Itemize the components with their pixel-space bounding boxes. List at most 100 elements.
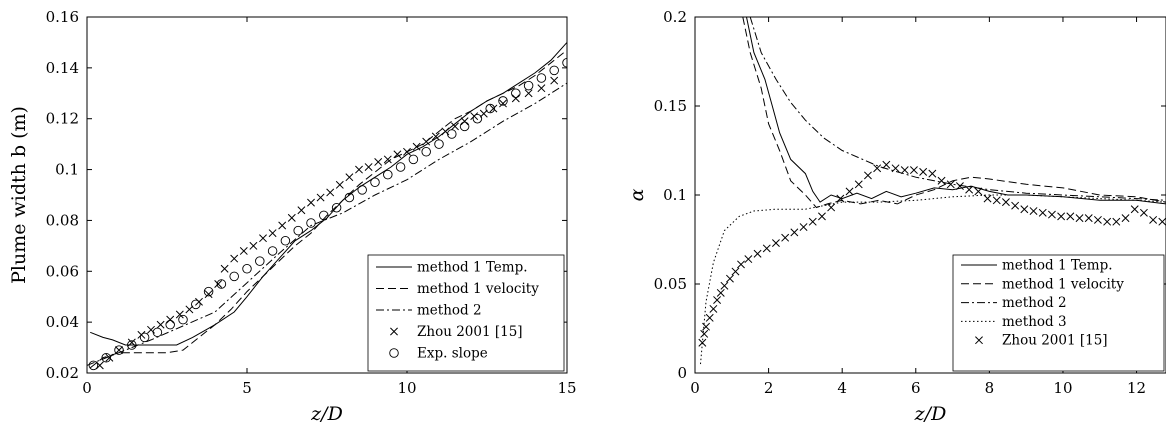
data-point-x	[929, 170, 936, 177]
data-point-circle	[409, 155, 418, 164]
data-point-x	[205, 291, 212, 298]
data-point-x	[1150, 216, 1157, 223]
data-point-x	[336, 181, 343, 188]
data-point-x	[346, 174, 353, 181]
data-point-x	[732, 268, 739, 275]
x-axis-label: z/D	[914, 403, 947, 425]
data-point-x	[713, 296, 720, 303]
data-point-x	[864, 172, 871, 179]
data-point-x	[231, 255, 238, 262]
data-point-circle	[294, 226, 303, 235]
data-point-x	[754, 250, 761, 257]
data-point-x	[279, 222, 286, 229]
data-point-circle	[230, 272, 239, 281]
y-tick-label: 0	[677, 364, 687, 382]
data-point-x	[1122, 215, 1129, 222]
data-point-x	[307, 199, 314, 206]
data-point-x	[551, 77, 558, 84]
data-point-x	[1076, 215, 1083, 222]
data-point-x	[317, 194, 324, 201]
series-method-1-temp-line	[747, 17, 1166, 204]
legend-label: Exp. slope	[417, 346, 488, 362]
series-method-2-line	[750, 17, 1166, 200]
data-point-circle	[371, 178, 380, 187]
x-tick-label: 6	[911, 379, 921, 397]
y-tick-label: 0.06	[46, 262, 79, 280]
data-point-x	[221, 265, 228, 272]
data-point-circle	[512, 89, 521, 98]
data-point-x	[809, 218, 816, 225]
y-tick-label: 0.1	[55, 161, 79, 179]
x-tick-label: 0	[690, 379, 700, 397]
data-point-x	[782, 234, 789, 241]
data-point-x	[702, 323, 709, 330]
data-point-x	[721, 282, 728, 289]
data-point-x	[1159, 218, 1166, 225]
data-point-x	[763, 245, 770, 252]
legend-label: method 1 Temp.	[1002, 258, 1113, 274]
legend-label: method 2	[417, 303, 482, 319]
data-point-x	[699, 339, 706, 346]
y-tick-label: 0.2	[663, 8, 687, 26]
data-point-x	[1131, 206, 1138, 213]
data-point-x	[910, 166, 917, 173]
data-point-x	[240, 247, 247, 254]
y-tick-label: 0.14	[46, 59, 79, 77]
data-point-x	[327, 189, 334, 196]
x-axis-label: z/D	[310, 403, 343, 425]
legend-label: method 1 Temp.	[417, 260, 528, 276]
data-point-x	[975, 188, 982, 195]
data-point-circle	[537, 74, 546, 83]
data-point-circle	[422, 147, 431, 156]
data-point-x	[157, 321, 164, 328]
data-point-x	[1021, 206, 1028, 213]
data-point-x	[1113, 218, 1120, 225]
data-point-circle	[384, 170, 393, 179]
data-point-x	[772, 239, 779, 246]
data-point-x	[901, 166, 908, 173]
y-tick-label: 0.04	[46, 313, 79, 331]
x-tick-label: 10	[1053, 379, 1072, 397]
data-point-x	[920, 168, 927, 175]
data-point-x	[259, 235, 266, 242]
data-point-x	[365, 163, 372, 170]
y-tick-label: 0.05	[654, 275, 687, 293]
data-point-x	[726, 275, 733, 282]
x-tick-label: 5	[242, 379, 252, 397]
data-point-circle	[435, 140, 444, 149]
legend-label: method 2	[1002, 295, 1067, 311]
y-tick-label: 0.12	[46, 110, 79, 128]
data-point-circle	[524, 81, 533, 90]
data-point-x	[717, 289, 724, 296]
data-point-x	[512, 95, 519, 102]
data-point-circle	[153, 328, 162, 337]
data-point-x	[288, 214, 295, 221]
y-axis-label: Plume width b (m)	[8, 106, 30, 284]
data-point-x	[525, 90, 532, 97]
data-point-circle	[255, 257, 264, 266]
data-point-x	[846, 188, 853, 195]
data-point-circle	[448, 130, 457, 139]
x-tick-label: 8	[985, 379, 995, 397]
data-point-x	[966, 186, 973, 193]
legend-label: method 1 velocity	[417, 281, 539, 297]
data-point-x	[250, 242, 257, 249]
y-tick-label: 0.08	[46, 211, 79, 229]
legend-label: Zhou 2001 [15]	[1002, 333, 1108, 349]
data-point-circle	[550, 66, 559, 75]
x-tick-label: 2	[764, 379, 774, 397]
data-point-x	[800, 223, 807, 230]
data-point-x	[167, 316, 174, 323]
data-point-x	[706, 314, 713, 321]
data-point-x	[855, 181, 862, 188]
data-point-circle	[179, 315, 188, 324]
data-point-circle	[358, 186, 367, 195]
data-point-x	[818, 213, 825, 220]
y-axis-label: α	[626, 188, 648, 201]
data-point-x	[828, 204, 835, 211]
data-point-x	[984, 195, 991, 202]
